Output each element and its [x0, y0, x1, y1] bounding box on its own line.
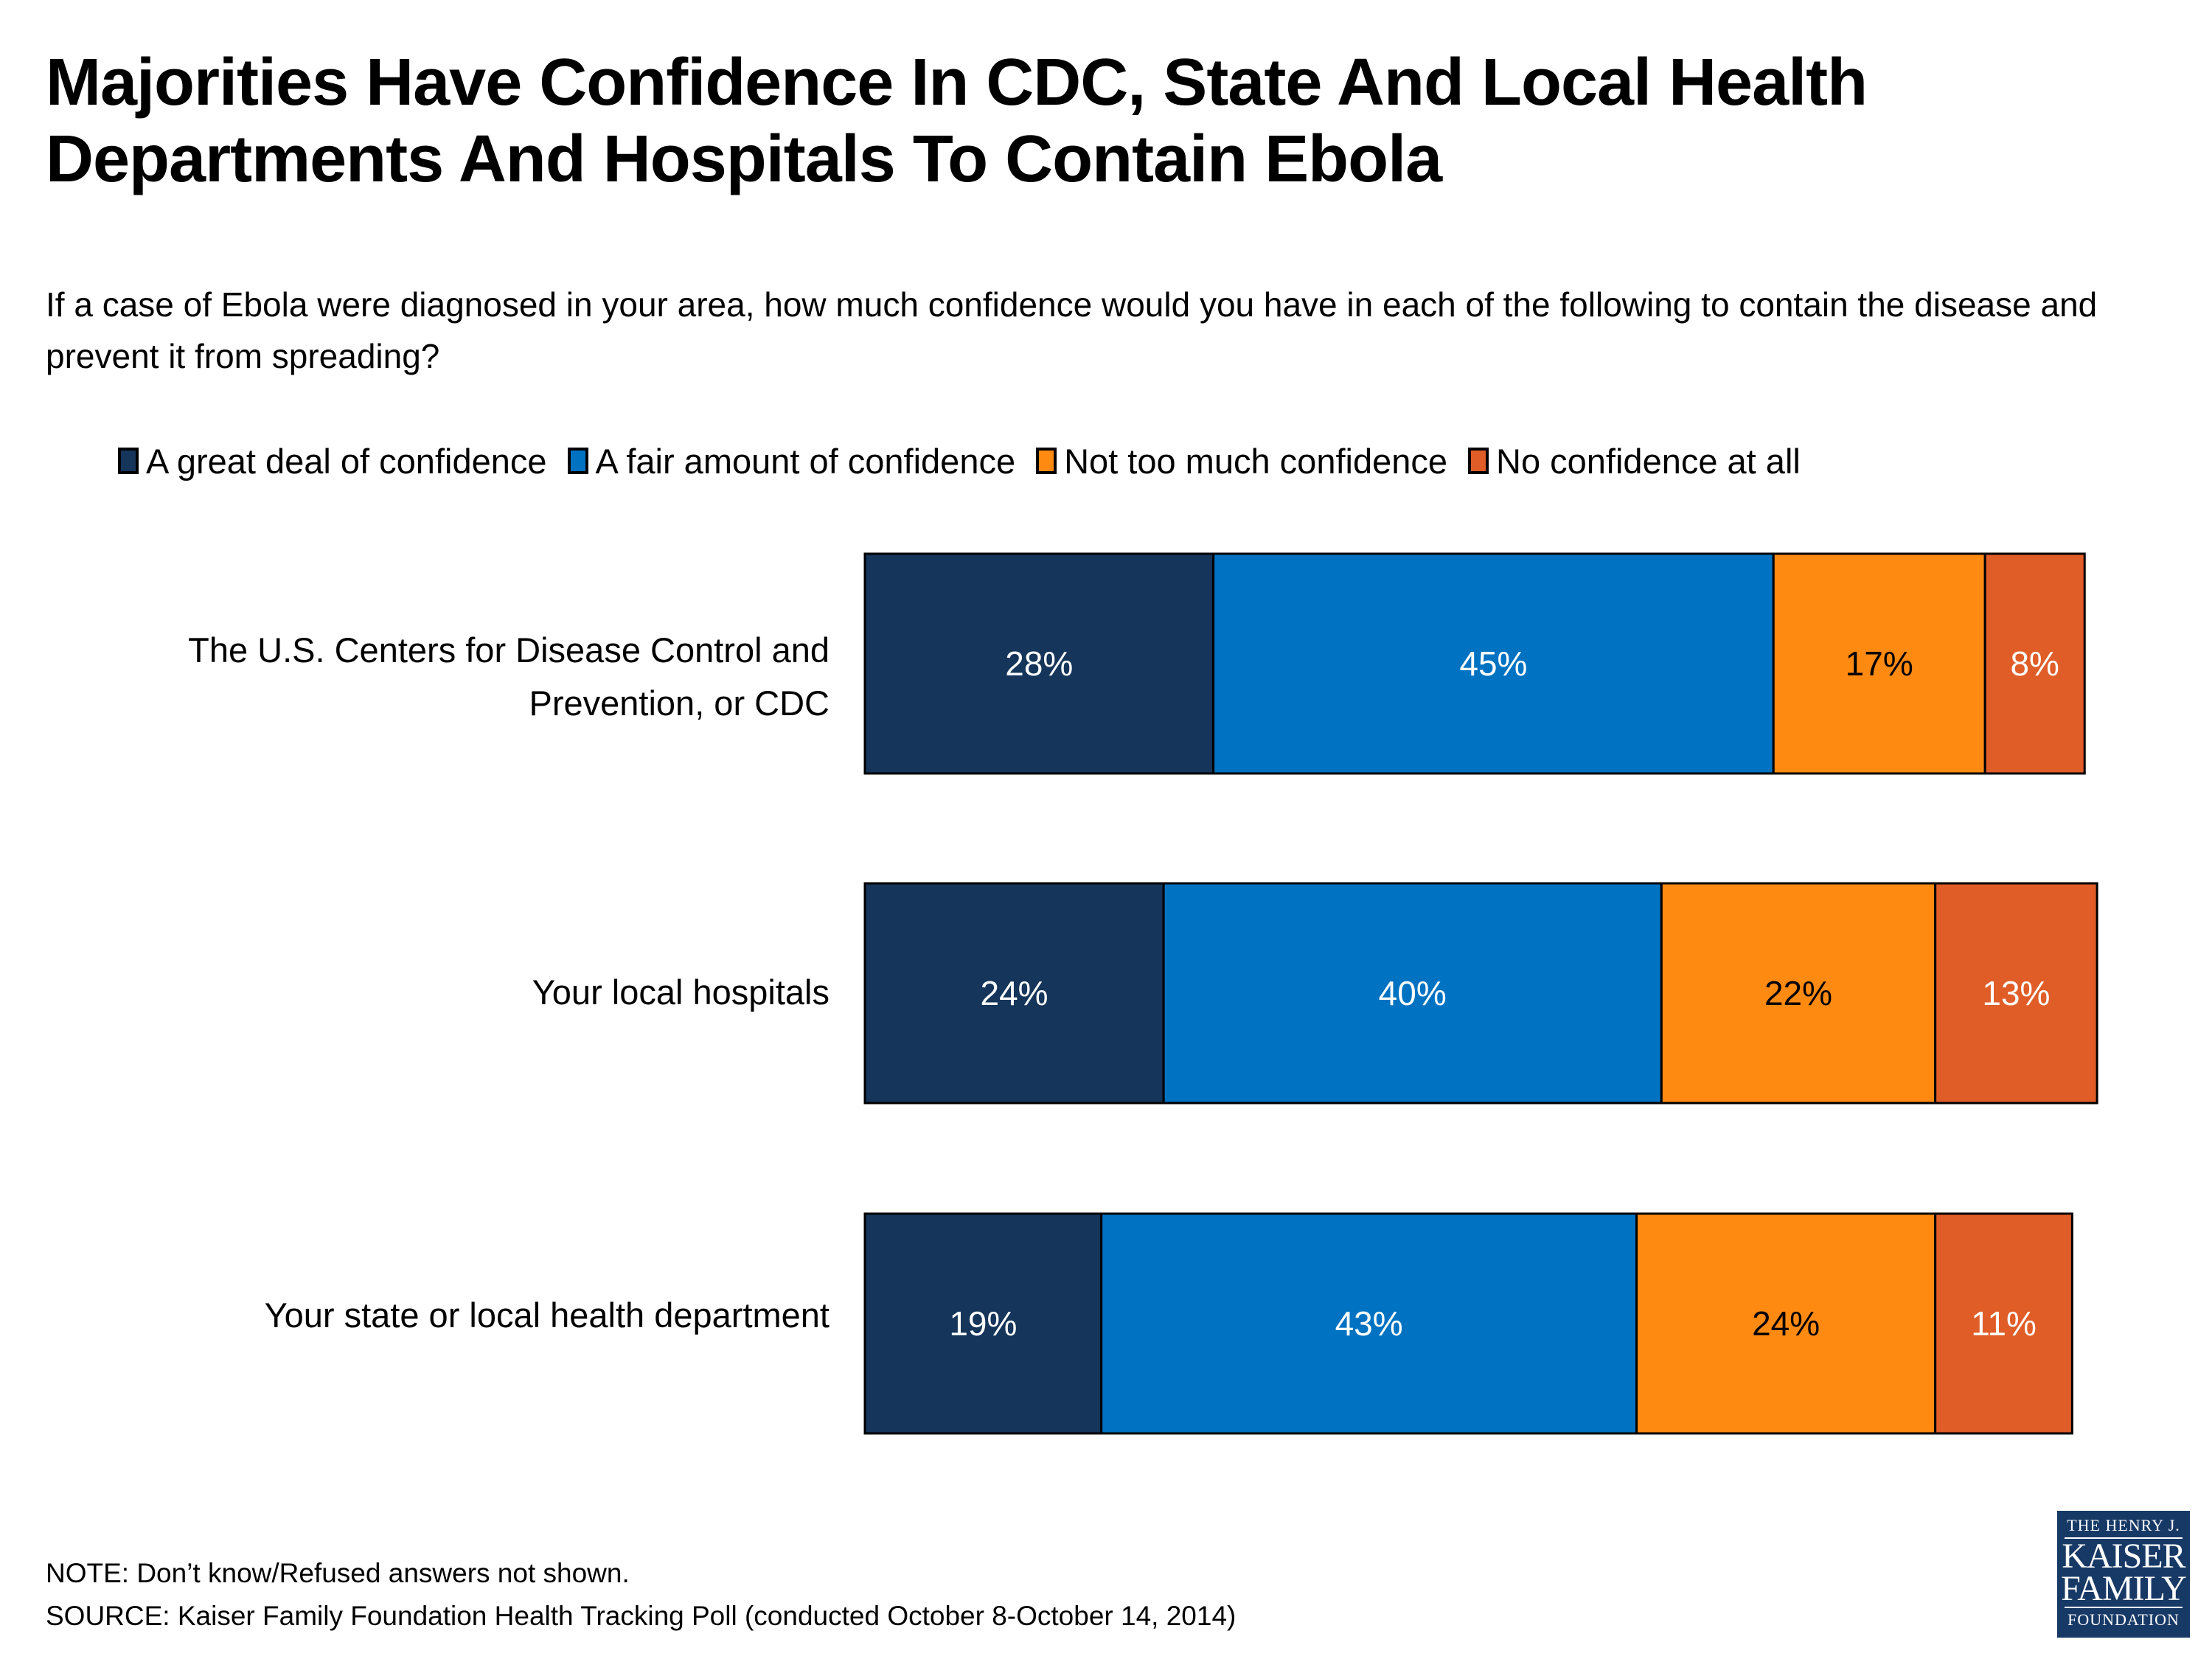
bar-segment-fair-amount — [1100, 1212, 1638, 1435]
legend-swatch — [1036, 448, 1057, 474]
category-label-cdc: The U.S. Centers for Disease Control and… — [188, 630, 830, 723]
bar-segment-no-confidence — [1983, 552, 2086, 775]
data-label: 40% — [1379, 974, 1447, 1012]
bar-segment-fair-amount — [1212, 552, 1775, 775]
legend-item-fair-amount: A fair amount of confidence — [567, 441, 1016, 481]
legend-swatch — [1468, 448, 1489, 474]
legend: A great deal of confidence A fair amount… — [118, 435, 1821, 487]
chart-title: Majorities Have Confidence In CDC, State… — [46, 46, 1868, 196]
data-label: 45% — [1459, 644, 1527, 683]
data-label: 19% — [949, 1304, 1017, 1343]
footer-note: NOTE: Don’t know/Refused answers not sho… — [46, 1558, 630, 1588]
kaiser-family-foundation-logo: THE HENRY J. KAISER FAMILY FOUNDATION — [2057, 1511, 2190, 1638]
logo-line-4: FOUNDATION — [2067, 1610, 2180, 1629]
data-label: 8% — [2010, 644, 2059, 683]
bar-group: 28% 45% 17% 8% — [863, 552, 2086, 775]
data-label: 11% — [1971, 1304, 2037, 1343]
bar-segment-no-confidence — [1934, 1212, 2073, 1435]
bar-segment-great-deal — [863, 1212, 1103, 1435]
bar-segment-not-too-much — [1772, 552, 1986, 775]
data-label: 43% — [1335, 1304, 1403, 1343]
chart-subtitle: If a case of Ebola were diagnosed in you… — [46, 285, 2098, 375]
legend-item-no-confidence: No confidence at all — [1468, 441, 1801, 481]
logo-rule — [2065, 1537, 2183, 1539]
footer-source: SOURCE: Kaiser Family Foundation Health … — [46, 1601, 1237, 1631]
legend-item-great-deal: A great deal of confidence — [118, 441, 547, 481]
data-label: 22% — [1764, 974, 1832, 1012]
category-label-local-hospitals: Your local hospitals — [532, 973, 830, 1012]
legend-label: Not too much confidence — [1064, 441, 1448, 481]
legend-label: A fair amount of confidence — [595, 441, 1016, 481]
logo-line-2: KAISER — [2062, 1537, 2185, 1576]
bar-segment-fair-amount — [1162, 882, 1663, 1105]
bar-segment-great-deal — [863, 882, 1165, 1105]
footer: NOTE: Don’t know/Refused answers not sho… — [46, 1552, 1236, 1638]
logo-line-3: FAMILY — [2061, 1569, 2187, 1608]
category-label-health-department: Your state or local health department — [264, 1295, 830, 1335]
legend-label: A great deal of confidence — [146, 441, 547, 481]
bar-segment-not-too-much — [1635, 1212, 1937, 1435]
data-label: 24% — [1752, 1304, 1820, 1343]
data-label: 13% — [1982, 974, 2050, 1012]
legend-item-not-too-much: Not too much confidence — [1036, 441, 1447, 481]
legend-swatch — [118, 448, 139, 474]
bar-group: 19% 43% 24% 11% — [863, 1212, 2073, 1435]
data-label: 24% — [981, 974, 1048, 1012]
data-label: 17% — [1846, 644, 1913, 683]
data-label: 28% — [1005, 644, 1073, 683]
logo-line-1: THE HENRY J. — [2067, 1516, 2180, 1534]
legend-label: No confidence at all — [1496, 441, 1801, 481]
bar-segment-not-too-much — [1660, 882, 1937, 1105]
logo-rule — [2065, 1607, 2183, 1608]
legend-swatch — [567, 448, 588, 474]
bar-segment-no-confidence — [1934, 882, 2098, 1105]
bar-segment-great-deal — [863, 552, 1215, 775]
bar-group: 24% 40% 22% 13% — [863, 882, 2098, 1105]
